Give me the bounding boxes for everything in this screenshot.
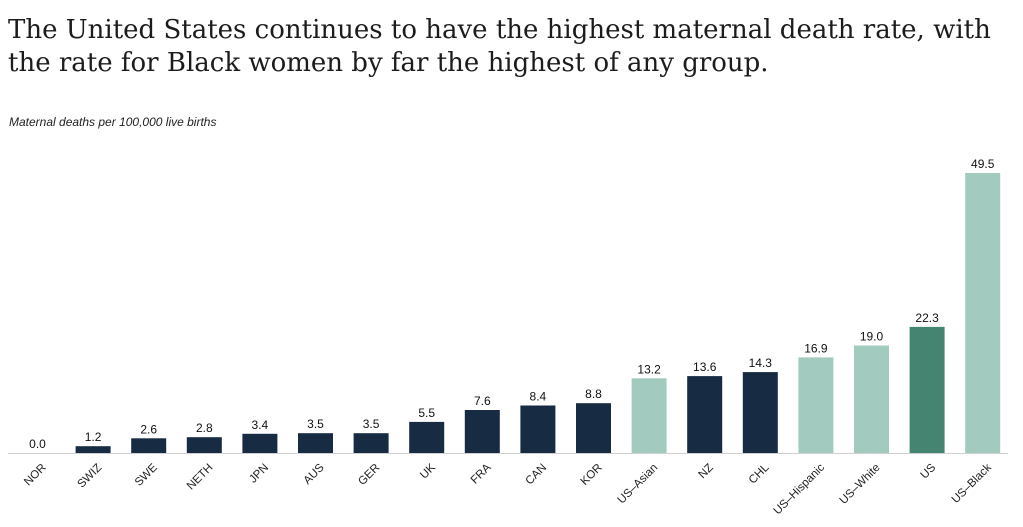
tick-label: SWIZ <box>76 462 105 491</box>
chart-subtitle: Maternal deaths per 100,000 live births <box>9 115 217 129</box>
bars-group <box>8 173 1008 454</box>
bar-swe <box>131 438 167 453</box>
tick-label: GER <box>356 462 382 488</box>
tick-label: JPN <box>247 462 271 486</box>
value-label: 3.4 <box>252 418 269 432</box>
bar-aus <box>298 433 333 453</box>
value-label: 3.5 <box>363 417 380 431</box>
value-label: 5.5 <box>418 406 435 420</box>
value-label: 49.5 <box>971 157 995 171</box>
bar-us-hispanic <box>798 357 834 453</box>
bar-nz <box>687 376 723 453</box>
value-label: 7.6 <box>474 394 491 408</box>
bar-fra <box>464 410 500 453</box>
tick-label: AUS <box>302 462 327 487</box>
tick-label: NZ <box>697 462 716 481</box>
tick-label: CAN <box>523 462 549 488</box>
tick-label: CHL <box>747 461 772 486</box>
bar-can <box>520 405 556 453</box>
bar-uk <box>409 421 445 453</box>
value-label: 2.6 <box>140 422 157 436</box>
value-label: 8.4 <box>530 390 547 404</box>
tick-label: US–White <box>838 462 883 507</box>
bar-ger <box>353 433 389 453</box>
value-label: 0.0 <box>29 437 46 451</box>
value-label: 13.2 <box>637 362 661 376</box>
bar-jpn <box>242 433 278 453</box>
value-label: 8.8 <box>585 387 602 401</box>
tick-label: SWE <box>133 462 160 489</box>
bar-us-asian <box>631 378 667 453</box>
value-label: 2.8 <box>196 421 213 435</box>
bar-swiz <box>75 446 111 453</box>
value-label: 22.3 <box>915 311 939 325</box>
value-labels-group: 0.0 1.2 2.6 2.8 3.4 3.5 3.5 5.5 7.6 8.4 8.8 13.2 13.… <box>29 157 995 451</box>
bar-chl <box>742 372 778 453</box>
bar-kor <box>576 403 611 453</box>
value-label: 19.0 <box>860 330 884 344</box>
tick-label: US–Asian <box>616 462 661 507</box>
tick-label: US–Black <box>950 462 994 506</box>
tick-label: NOR <box>22 462 49 489</box>
tick-label: UK <box>418 462 438 482</box>
tick-labels-group: NOR SWIZ SWE NETH JPN AUS GER UK FRA CAN KOR US–Asi… <box>22 461 994 517</box>
tick-label: FRA <box>469 461 494 486</box>
tick-label: US–Hispanic <box>772 462 828 518</box>
value-label: 16.9 <box>804 341 828 355</box>
value-label: 13.6 <box>693 360 717 374</box>
tick-label: NETH <box>185 462 216 493</box>
tick-label: US <box>919 462 939 482</box>
bar-us-white <box>854 345 889 453</box>
bar-us-black <box>965 173 1001 453</box>
value-label: 14.3 <box>749 356 773 370</box>
chart-title: The United States continues to have the … <box>8 15 991 78</box>
bar-us <box>909 326 945 453</box>
value-label: 1.2 <box>85 430 102 444</box>
tick-label: KOR <box>579 462 605 488</box>
bar-neth <box>186 437 222 453</box>
value-label: 3.5 <box>307 417 324 431</box>
